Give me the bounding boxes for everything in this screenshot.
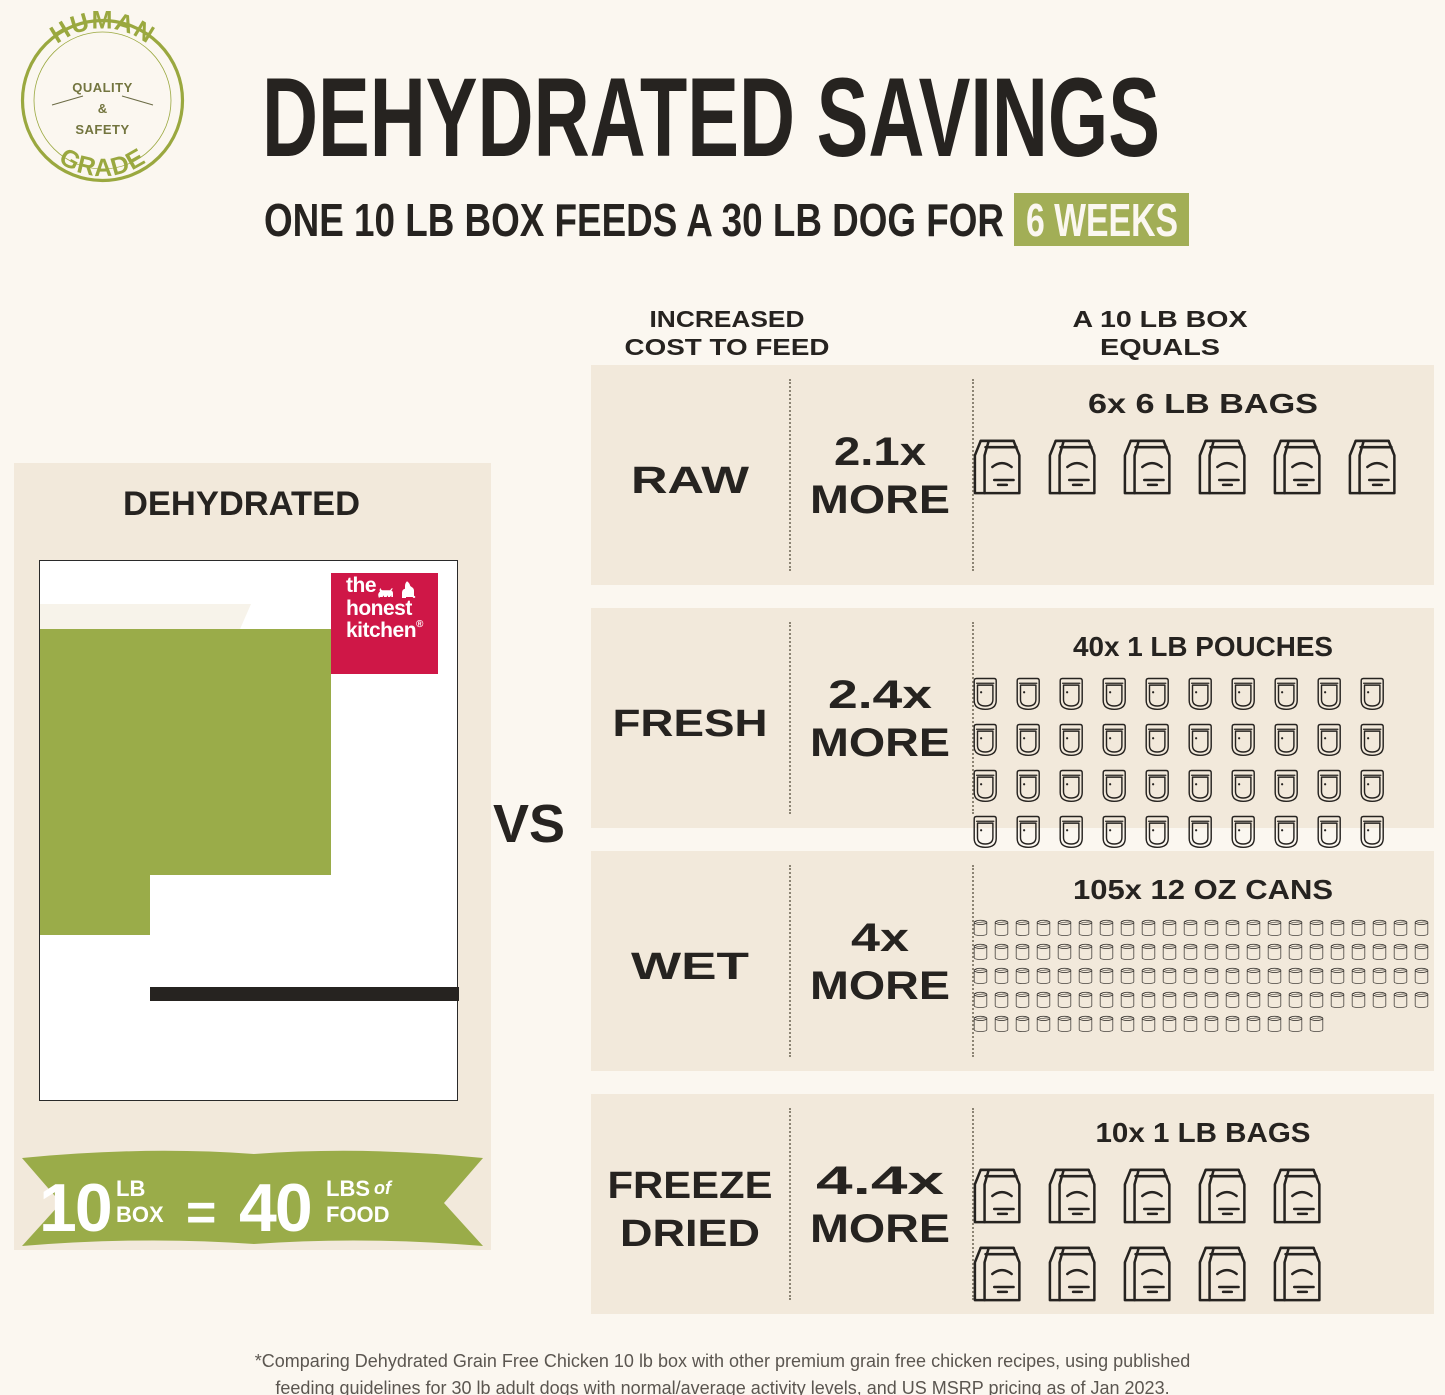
svg-text:DEHYDRATED: DEHYDRATED — [123, 485, 360, 523]
svg-text:A 10 LB BOX: A 10 LB BOX — [1073, 306, 1249, 332]
svg-text:MORE: MORE — [810, 1207, 950, 1251]
svg-text:BOX: BOX — [116, 1202, 164, 1227]
svg-text:2.4x: 2.4x — [828, 673, 932, 717]
svg-text:40x 1 LB POUCHES: 40x 1 LB POUCHES — [1073, 631, 1333, 662]
svg-text:105x 12 OZ CANS: 105x 12 OZ CANS — [1073, 874, 1333, 905]
svg-text:EQUALS: EQUALS — [1100, 334, 1220, 360]
svg-text:10x 1 LB BAGS: 10x 1 LB BAGS — [1096, 1117, 1311, 1148]
svg-text:6x 6 LB BAGS: 6x 6 LB BAGS — [1088, 388, 1318, 419]
svg-text:LBS: LBS — [326, 1176, 370, 1201]
svg-text:HUMAN: HUMAN — [45, 8, 159, 49]
svg-text:DEHYDRATED SAVINGS: DEHYDRATED SAVINGS — [262, 55, 1160, 180]
svg-text:MORE: MORE — [810, 721, 950, 765]
svg-text:2.1x: 2.1x — [834, 430, 926, 474]
svg-text:40: 40 — [239, 1170, 311, 1246]
svg-text:RAW: RAW — [631, 460, 749, 502]
svg-text:VS: VS — [493, 794, 565, 854]
svg-text:10: 10 — [39, 1170, 111, 1246]
svg-text:DRIED: DRIED — [620, 1213, 760, 1255]
svg-text:MORE: MORE — [810, 964, 950, 1008]
svg-text:FRESH: FRESH — [613, 703, 768, 745]
svg-text:FOOD: FOOD — [326, 1202, 390, 1227]
svg-text:&: & — [98, 101, 107, 116]
svg-text:GRADE: GRADE — [55, 143, 151, 182]
svg-text:4x: 4x — [851, 916, 909, 960]
svg-text:4.4x: 4.4x — [816, 1159, 944, 1203]
svg-text:QUALITY: QUALITY — [72, 80, 133, 95]
svg-text:=: = — [186, 1184, 216, 1242]
svg-text:WET: WET — [631, 946, 749, 988]
svg-text:6 WEEKS: 6 WEEKS — [1026, 194, 1178, 246]
svg-text:SAFETY: SAFETY — [75, 122, 129, 137]
svg-text:COST TO FEED: COST TO FEED — [625, 334, 830, 360]
svg-text:FREEZE: FREEZE — [608, 1165, 773, 1207]
svg-text:INCREASED: INCREASED — [650, 306, 805, 332]
svg-text:of: of — [374, 1178, 393, 1198]
svg-text:LB: LB — [116, 1176, 145, 1201]
svg-text:MORE: MORE — [810, 478, 950, 522]
svg-text:ONE 10 LB BOX FEEDS A 30 LB DO: ONE 10 LB BOX FEEDS A 30 LB DOG FOR — [264, 194, 1004, 246]
